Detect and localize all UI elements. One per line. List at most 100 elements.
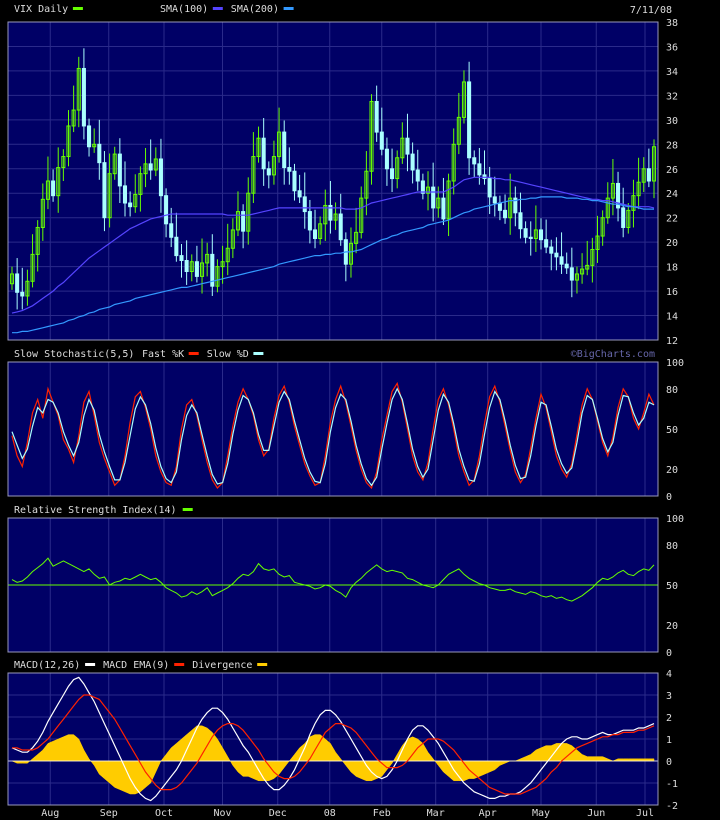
y-tick-label: 50	[666, 425, 678, 436]
candle-body	[117, 153, 122, 187]
axis-labels: Aug Sep Oct Nov Dec 08 Feb Mar Apr May Jun Jul12141…	[41, 18, 684, 819]
candle-body	[251, 156, 256, 194]
candle-body	[651, 146, 657, 182]
legend-label: SMA(200)	[231, 4, 279, 15]
candle-body	[164, 195, 169, 225]
legend-label: SMA(100)	[160, 4, 208, 15]
candle-body	[595, 235, 600, 250]
y-tick-label: 4	[666, 669, 672, 680]
candle-body	[369, 101, 374, 172]
candle-body	[20, 291, 25, 297]
candle-body	[646, 168, 651, 182]
x-tick-label: May	[532, 808, 550, 819]
y-tick-label: 30	[666, 116, 678, 127]
candle-body	[194, 261, 199, 277]
candle-body	[158, 158, 163, 197]
candle-body	[590, 248, 595, 266]
candle-body	[395, 157, 400, 180]
candle-body	[184, 260, 189, 273]
y-tick-label: 3	[666, 691, 672, 702]
candle-body	[66, 125, 71, 158]
candle-body	[544, 239, 549, 248]
stochastic-frame	[7, 361, 659, 497]
stochastic-panel	[8, 362, 658, 496]
candle-body	[564, 263, 569, 269]
panel-title: Slow Stochastic(5,5)	[14, 349, 134, 360]
candle-body	[374, 101, 379, 133]
candle-body	[215, 266, 220, 287]
candle-body	[107, 173, 112, 219]
candle-body	[441, 197, 446, 220]
candle-body	[569, 267, 574, 281]
candle-body	[92, 143, 97, 148]
price-series	[9, 48, 657, 334]
candle-body	[436, 197, 441, 209]
candle-body	[122, 185, 128, 204]
y-tick-label: 2	[666, 713, 672, 724]
candle-body	[354, 231, 359, 244]
candle-body	[282, 131, 287, 169]
candle-body	[189, 261, 194, 273]
candle-body	[559, 256, 564, 265]
candle-body	[338, 213, 343, 241]
candle-body	[302, 196, 307, 213]
legend-label: MACD(12,26)	[14, 660, 80, 671]
candle-body	[35, 226, 40, 255]
x-tick-label: Dec	[269, 808, 287, 819]
y-tick-label: 24	[666, 189, 678, 200]
sma100-line	[11, 176, 655, 314]
candle-body	[51, 180, 56, 197]
candle-body	[359, 197, 364, 233]
legend-label: Divergence	[192, 660, 252, 671]
candle-body	[585, 264, 590, 270]
legend-label: Relative Strength Index(14)	[14, 505, 177, 516]
legend-swatch	[72, 7, 83, 10]
y-tick-label: 20	[666, 621, 678, 632]
candle-body	[621, 207, 626, 228]
candle-body	[277, 131, 282, 158]
candle-body	[292, 170, 297, 192]
candle-body	[45, 180, 50, 200]
divergence-area	[11, 725, 655, 795]
candle-body	[528, 236, 533, 239]
candle-body	[379, 131, 384, 150]
y-tick-label: 0	[666, 492, 672, 503]
watermark: ©BigCharts.com	[571, 349, 655, 360]
candle-body	[364, 170, 369, 199]
candle-body	[518, 212, 523, 230]
legend-swatch	[182, 508, 193, 511]
candle-body	[307, 211, 312, 231]
macd-series	[8, 676, 658, 802]
candle-body	[641, 168, 646, 183]
legend-swatch	[188, 352, 199, 355]
candle-body	[549, 246, 554, 254]
candle-body	[133, 193, 138, 208]
candle-body	[148, 163, 153, 171]
sma200-line	[12, 196, 654, 334]
x-tick-label: Jul	[636, 808, 654, 819]
fast-k-line	[11, 381, 655, 490]
x-tick-label: 08	[324, 808, 336, 819]
candle-body	[128, 202, 133, 208]
candle-body	[266, 168, 271, 176]
legend-swatch	[174, 663, 185, 666]
candle-body	[405, 137, 410, 155]
rsi-line	[11, 557, 655, 602]
y-tick-label: 32	[666, 91, 678, 102]
candle-body	[230, 229, 235, 249]
candle-body	[256, 137, 261, 158]
candle-body	[487, 178, 492, 198]
candle-body	[415, 169, 420, 182]
y-tick-label: 38	[666, 18, 678, 29]
y-tick-label: 26	[666, 165, 678, 176]
candle-body	[143, 163, 148, 175]
candle-body	[210, 253, 215, 287]
x-tick-label: Oct	[155, 808, 173, 819]
candle-body	[138, 173, 143, 195]
legend-label: Slow %D	[207, 349, 249, 360]
candle-body	[610, 182, 615, 199]
x-tick-label: Nov	[213, 808, 231, 819]
candle-body	[636, 181, 641, 197]
candle-body	[333, 213, 338, 221]
candle-body	[30, 253, 35, 282]
